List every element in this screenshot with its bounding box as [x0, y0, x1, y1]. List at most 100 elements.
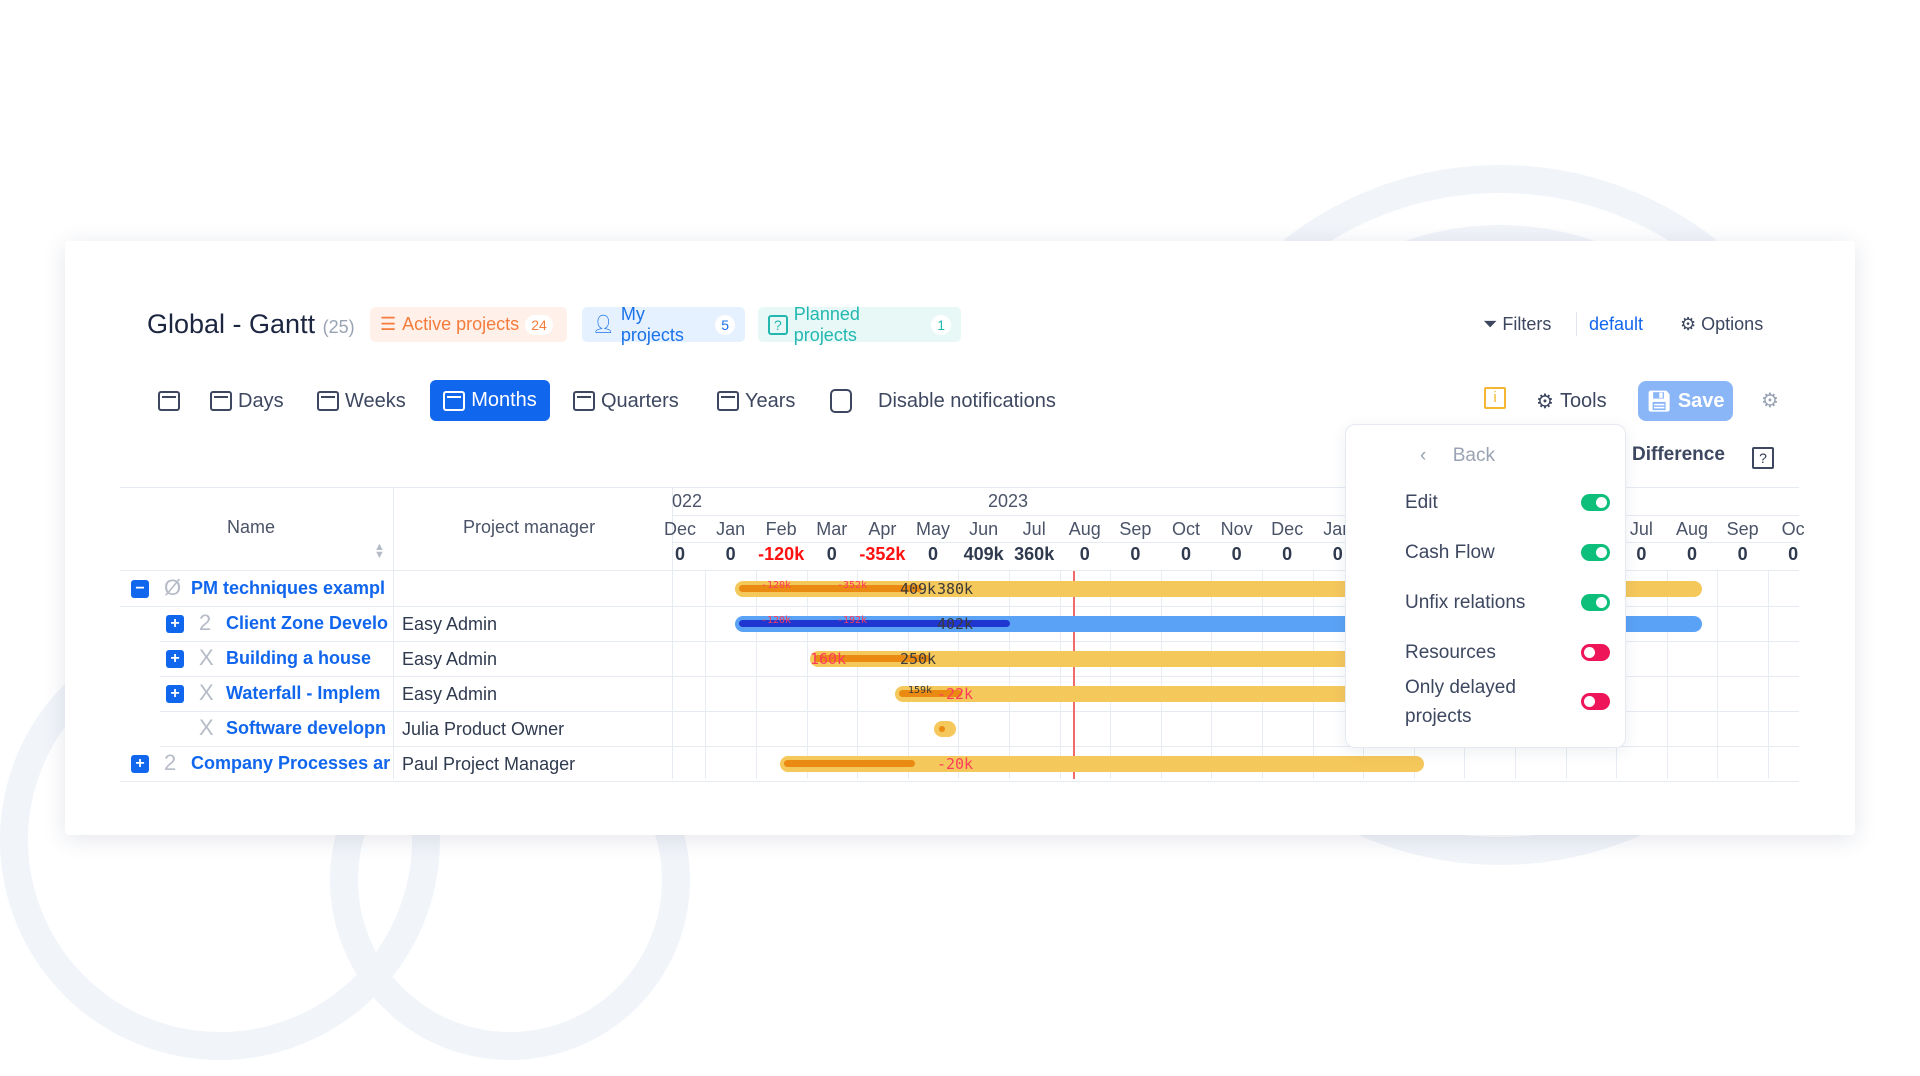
row-border — [160, 641, 1799, 642]
progress-bar — [814, 655, 930, 662]
column-divider — [672, 487, 673, 779]
gantt-chart: 022 2023 Dec 0 Jan 0 Feb -120k Mar 0 Apr -352k May 0 J… — [664, 487, 1805, 779]
toggle-switch[interactable] — [1581, 693, 1610, 710]
sort-icon[interactable]: ▲ ▼ — [374, 541, 385, 561]
expand-button[interactable]: + — [131, 755, 149, 773]
toggle-switch[interactable] — [1581, 494, 1610, 511]
month-label: Jun — [969, 519, 999, 539]
save-icon: 💾︎ — [1646, 390, 1672, 413]
calendar-today-button[interactable] — [158, 386, 180, 416]
expand-button[interactable]: + — [166, 685, 184, 703]
bar-cashflow-label: -192k — [836, 615, 868, 626]
project-bar[interactable] — [810, 651, 1432, 667]
project-type-icon: X — [199, 680, 214, 705]
header-border — [120, 570, 1799, 571]
back-button[interactable]: ‹ Back — [1420, 445, 1495, 466]
project-manager-cell: Paul Project Manager — [402, 754, 576, 774]
project-manager-cell: Easy Admin — [402, 614, 498, 634]
divider — [1576, 312, 1577, 336]
row-border — [160, 746, 1799, 747]
toggle-switch[interactable] — [1581, 544, 1610, 561]
month-gridline — [1211, 571, 1213, 779]
project-manager-cell: Easy Admin — [402, 684, 498, 704]
days-button[interactable]: Days — [210, 386, 284, 416]
divider — [672, 542, 1799, 543]
project-name-link[interactable]: Client Zone Develo — [226, 613, 389, 633]
divider — [672, 515, 1799, 516]
toggle-switch[interactable] — [1581, 594, 1610, 611]
calendar-icon — [717, 391, 739, 411]
quarters-button[interactable]: Quarters — [573, 386, 679, 416]
difference-label: Difference — [1632, 444, 1725, 465]
question-icon: ? — [768, 314, 788, 335]
project-name-link[interactable]: Company Processes ar — [191, 753, 391, 773]
month-label: Jan — [716, 519, 746, 539]
save-button[interactable]: 💾︎ Save — [1638, 381, 1733, 421]
popup-item-label: Edit — [1405, 492, 1438, 513]
month-label: Aug — [1068, 519, 1101, 539]
filters-button[interactable]: ⏷ Filters — [1483, 314, 1552, 334]
month-label: Jul — [1022, 519, 1046, 539]
chip-active-projects[interactable]: ☰ Active projects 24 — [370, 307, 567, 342]
month-label: Apr — [868, 519, 897, 539]
month-label: Nov — [1220, 519, 1253, 539]
month-gridline — [1059, 571, 1061, 779]
info-icon[interactable]: i — [1484, 387, 1506, 409]
expand-button[interactable]: + — [166, 650, 184, 668]
month-gridline — [958, 571, 960, 779]
column-header-project-manager[interactable]: Project manager — [463, 517, 596, 537]
popup-item-label: Resources — [1405, 642, 1496, 663]
cashflow-value: 409k — [963, 544, 1004, 564]
month-gridline — [806, 571, 808, 779]
progress-bar — [739, 585, 922, 592]
project-manager-cell: Easy Admin — [402, 649, 498, 669]
project-bar[interactable] — [895, 686, 1432, 702]
months-button[interactable]: Months — [430, 380, 550, 421]
month-label: May — [915, 519, 951, 539]
project-type-icon: Ø — [164, 575, 182, 600]
project-type-icon: 2 — [199, 610, 212, 635]
project-name-link[interactable]: PM techniques exampl — [191, 578, 386, 598]
cashflow-value: 0 — [1686, 544, 1698, 564]
settings-sliders-icon[interactable]: ⚙ — [1761, 390, 1779, 412]
project-name-link[interactable]: Software developn — [226, 718, 387, 738]
month-label: Feb — [765, 519, 797, 539]
project-name-link[interactable]: Waterfall - Implem — [226, 683, 381, 703]
chip-my-projects[interactable]: 👤︎ My projects 5 — [582, 304, 745, 345]
years-button[interactable]: Years — [717, 386, 795, 416]
month-gridline — [1717, 571, 1719, 779]
year-label: 2023 — [988, 491, 1029, 511]
cashflow-value: 0 — [1332, 544, 1343, 564]
tools-button[interactable]: ⚙ Tools — [1536, 389, 1607, 413]
month-label: Sep — [1119, 519, 1152, 539]
weeks-button[interactable]: Weeks — [317, 386, 406, 416]
column-header-name[interactable]: Name — [227, 517, 276, 537]
row-border — [120, 781, 1799, 782]
checkbox[interactable] — [830, 389, 852, 413]
toggle-switch[interactable] — [1581, 644, 1610, 661]
project-bar[interactable] — [780, 756, 1424, 772]
filter-default-link[interactable]: default — [1589, 314, 1644, 334]
project-name-link[interactable]: Building a house — [226, 648, 372, 668]
row-border — [160, 676, 1799, 677]
popup-item-label: Only delayed projects — [1405, 677, 1516, 727]
calendar-icon — [210, 391, 232, 411]
month-gridline — [857, 571, 859, 779]
year-label: 022 — [672, 491, 703, 511]
month-gridline — [907, 571, 909, 779]
popup-item-label: Cash Flow — [1405, 542, 1495, 563]
month-label: Jul — [1629, 519, 1653, 539]
popup-item-label: Unfix relations — [1405, 592, 1526, 613]
options-button[interactable]: ⚙ Options — [1680, 314, 1764, 334]
cashflow-value: -120k — [758, 544, 805, 564]
cashflow-value: 0 — [1180, 544, 1192, 564]
cashflow-value: 0 — [1636, 544, 1647, 564]
chip-planned-projects[interactable]: ? Planned projects 1 — [758, 304, 961, 345]
disable-notifications-checkbox[interactable]: Disable notifications — [830, 386, 1056, 416]
help-icon[interactable]: ? — [1752, 447, 1774, 469]
month-gridline — [1160, 571, 1162, 779]
collapse-button[interactable]: − — [131, 580, 149, 598]
project-bar[interactable] — [934, 721, 956, 737]
tools-popup: ‹ Back Edit Cash Flow Unfix relations Resou… — [1345, 424, 1626, 748]
expand-button[interactable]: + — [166, 615, 184, 633]
